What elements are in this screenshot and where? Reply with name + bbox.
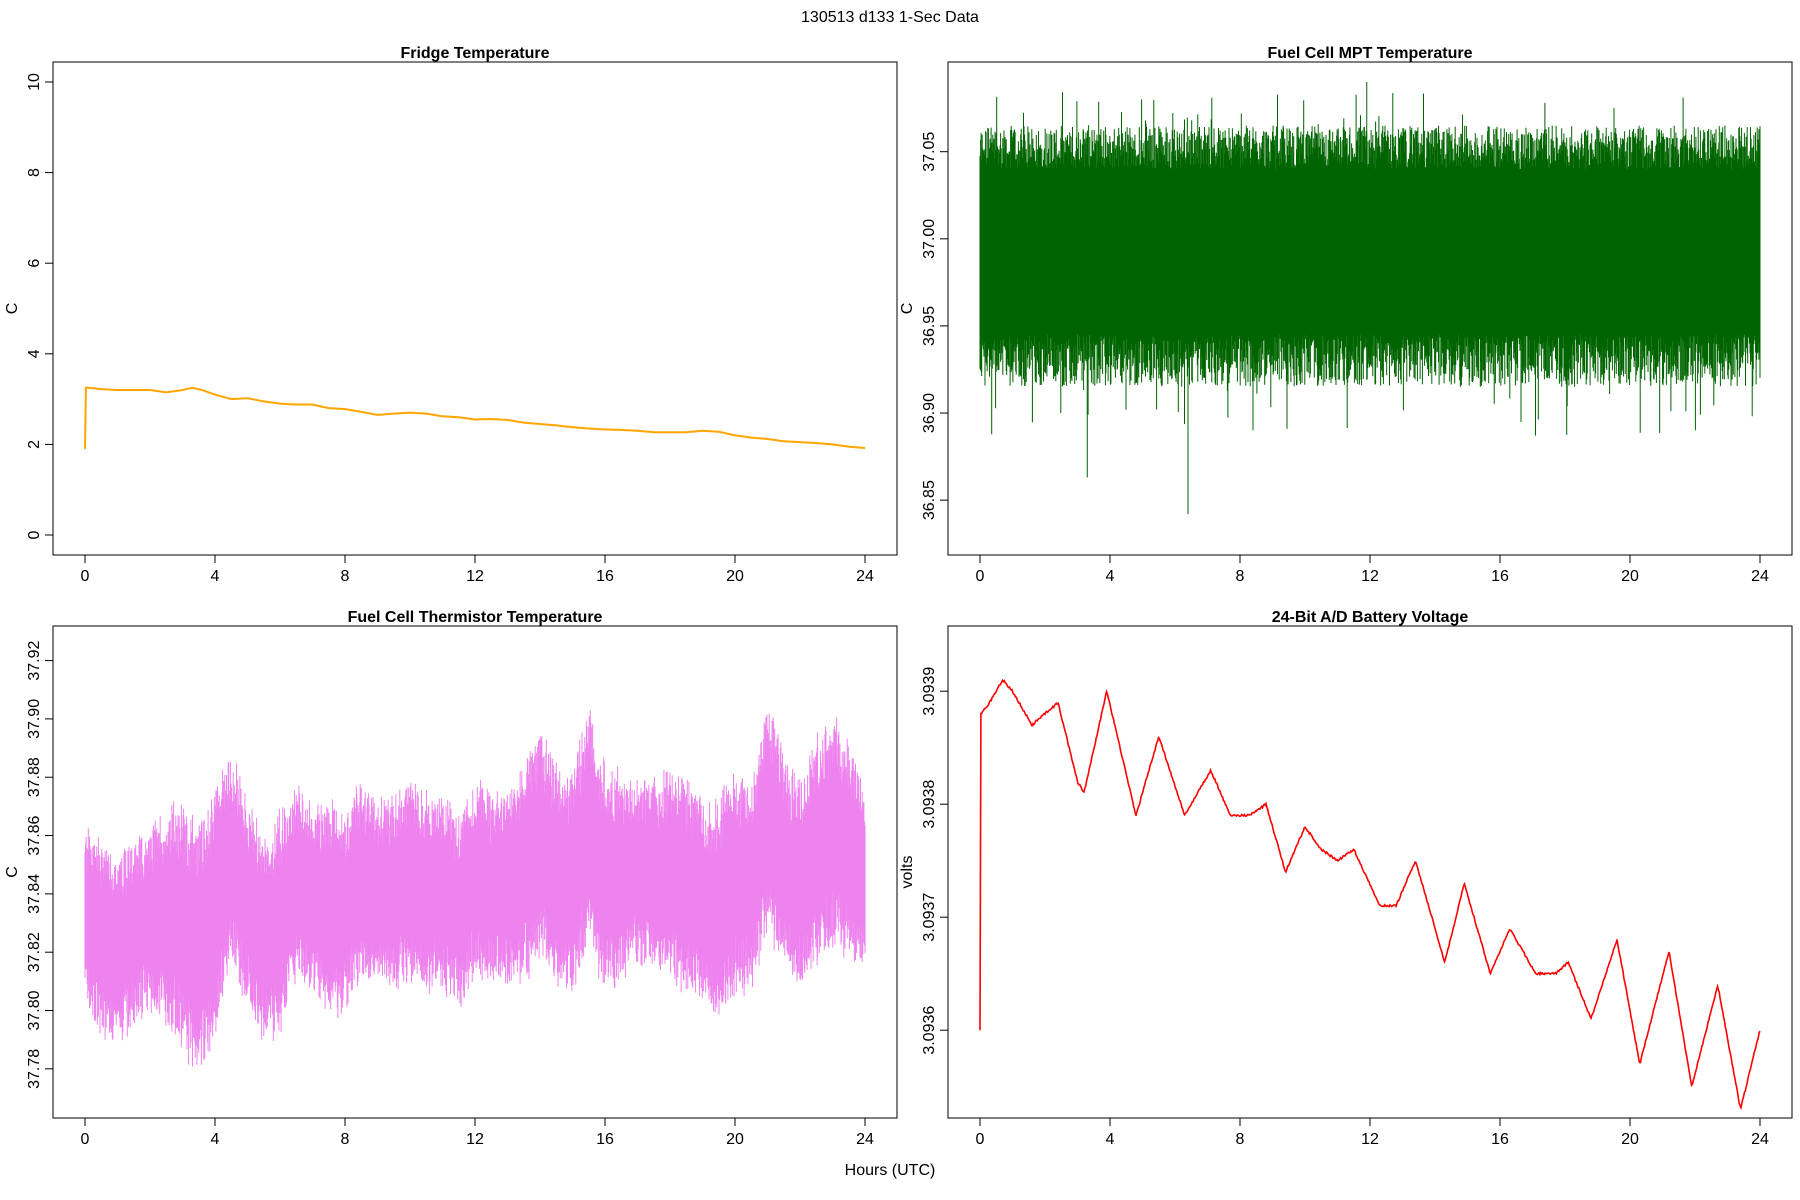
panel-title: Fuel Cell MPT Temperature xyxy=(1267,45,1472,62)
x-tick-label: 20 xyxy=(726,1131,744,1148)
panel-title: Fridge Temperature xyxy=(400,45,549,62)
panel-4: 24-Bit A/D Battery Voltage 0 4 8 12 16 20 24 3.0… xyxy=(899,609,1793,1148)
y-tick-label: 0 xyxy=(26,530,43,539)
y-tick-label: 37.80 xyxy=(26,990,43,1030)
x-tick-label: 4 xyxy=(1106,1131,1115,1148)
x-tick-label: 8 xyxy=(1236,1131,1245,1148)
x-tick-label: 16 xyxy=(1491,568,1509,585)
x-tick-label: 0 xyxy=(81,568,90,585)
y-tick-label: 36.90 xyxy=(921,393,938,433)
x-tick-label: 24 xyxy=(1751,568,1769,585)
x-tick-label: 24 xyxy=(856,568,874,585)
x-tick-label: 8 xyxy=(341,1131,350,1148)
y-tick-label: 6 xyxy=(26,259,43,268)
y-axis-label: volts xyxy=(899,856,916,889)
y-axis-label: C xyxy=(4,866,21,878)
x-tick-label: 0 xyxy=(81,1131,90,1148)
plot-frame xyxy=(52,61,898,556)
x-tick-label: 24 xyxy=(856,1131,874,1148)
y-tick-label: 37.88 xyxy=(26,757,43,797)
y-tick-label: 8 xyxy=(26,168,43,177)
y-tick-label: 37.00 xyxy=(921,219,938,259)
y-tick-label: 37.82 xyxy=(26,932,43,972)
x-tick-label: 12 xyxy=(1361,1131,1379,1148)
y-tick-label: 37.78 xyxy=(26,1049,43,1089)
panel-title: 24-Bit A/D Battery Voltage xyxy=(1272,609,1469,626)
y-tick-label: 4 xyxy=(26,349,43,358)
x-tick-label: 4 xyxy=(211,568,220,585)
x-tick-label: 4 xyxy=(211,1131,220,1148)
series-noise xyxy=(84,710,866,1067)
series-line xyxy=(979,678,1761,1111)
panel-title: Fuel Cell Thermistor Temperature xyxy=(348,609,603,626)
y-axis-label: C xyxy=(899,303,916,315)
y-tick-label: 36.85 xyxy=(921,480,938,520)
x-tick-label: 12 xyxy=(1361,568,1379,585)
x-tick-label: 20 xyxy=(1621,1131,1639,1148)
x-tick-label: 12 xyxy=(466,1131,484,1148)
x-tick-label: 16 xyxy=(596,1131,614,1148)
y-tick-label: 37.90 xyxy=(26,699,43,739)
x-tick-label: 0 xyxy=(976,1131,985,1148)
series-band xyxy=(980,186,1760,318)
y-tick-label: 2 xyxy=(26,440,43,449)
y-tick-label: 37.84 xyxy=(26,874,43,914)
y-tick-label: 37.86 xyxy=(26,815,43,855)
x-tick-label: 8 xyxy=(1236,568,1245,585)
figure-suptitle: 130513 d133 1-Sec Data xyxy=(801,9,979,26)
x-tick-label: 20 xyxy=(1621,568,1639,585)
y-tick-label: 3.0938 xyxy=(921,780,938,829)
x-tick-label: 8 xyxy=(341,568,350,585)
y-tick-label: 37.05 xyxy=(921,132,938,172)
y-tick-label: 3.0936 xyxy=(921,1006,938,1055)
x-tick-label: 16 xyxy=(596,568,614,585)
panel-2: Fuel Cell MPT Temperature 0 4 8 12 16 20 24 36.8… xyxy=(899,45,1793,585)
y-tick-label: 10 xyxy=(26,73,43,91)
x-tick-label: 20 xyxy=(726,568,744,585)
x-tick-label: 16 xyxy=(1491,1131,1509,1148)
x-tick-label: 12 xyxy=(466,568,484,585)
x-tick-label: 0 xyxy=(976,568,985,585)
series-line xyxy=(84,386,865,449)
y-axis-label: C xyxy=(4,303,21,315)
figure-xlabel: Hours (UTC) xyxy=(845,1162,936,1179)
x-tick-label: 4 xyxy=(1106,568,1115,585)
plot-frame xyxy=(947,625,1793,1119)
y-tick-label: 37.92 xyxy=(26,640,43,680)
y-tick-label: 3.0939 xyxy=(921,667,938,716)
y-tick-label: 36.95 xyxy=(921,306,938,346)
x-tick-label: 24 xyxy=(1751,1131,1769,1148)
panel-3: Fuel Cell Thermistor Temperature 0 4 8 12 16 2… xyxy=(4,609,898,1148)
y-tick-label: 3.0937 xyxy=(921,893,938,942)
